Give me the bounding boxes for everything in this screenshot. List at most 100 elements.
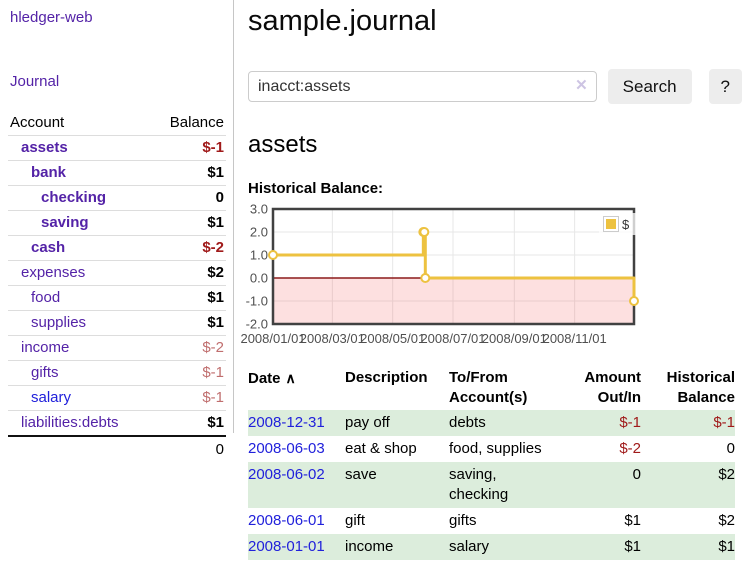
transaction-accounts: salary bbox=[449, 538, 490, 555]
balance-chart: 3.0 2.0 1.0 0.0 -1.0 -2.0 2008/01/01 2008/03/01… bbox=[240, 202, 644, 349]
transaction-balance: 0 bbox=[726, 440, 735, 457]
account-balance: $-2 bbox=[150, 235, 226, 261]
transaction-date-link[interactable]: 2008-06-03 bbox=[248, 440, 325, 457]
x-tick-label: 2008/07/01 bbox=[420, 331, 485, 346]
register-header-amount: Amount Out/In bbox=[584, 369, 641, 406]
accounts-total-value: 0 bbox=[150, 435, 226, 463]
clear-search-icon[interactable]: ✕ bbox=[575, 77, 588, 94]
sidebar-nav: Journal bbox=[10, 73, 233, 91]
account-balance: $2 bbox=[150, 260, 226, 286]
account-balance: $1 bbox=[150, 310, 226, 336]
register-header-date[interactable]: Date ∧ bbox=[248, 370, 296, 387]
register-row: 2008-06-02 save saving, checking 0 $2 bbox=[248, 462, 735, 508]
y-tick-label: 0.0 bbox=[250, 271, 268, 286]
transaction-accounts: debts bbox=[449, 414, 486, 431]
transaction-accounts: food, supplies bbox=[449, 440, 542, 457]
transaction-amount: $1 bbox=[624, 538, 641, 555]
transaction-accounts: saving, checking bbox=[449, 466, 509, 503]
transaction-date-link[interactable]: 2008-06-01 bbox=[248, 512, 325, 529]
account-row: income $-2 bbox=[8, 335, 226, 361]
account-balance: $-1 bbox=[150, 385, 226, 411]
account-link[interactable]: food bbox=[31, 289, 61, 306]
accounts-total-row: 0 bbox=[8, 435, 226, 463]
account-row: bank $1 bbox=[8, 160, 226, 186]
sort-asc-icon: ∧ bbox=[285, 370, 296, 386]
account-link[interactable]: bank bbox=[31, 164, 67, 181]
account-link[interactable]: liabilities:debts bbox=[21, 414, 119, 431]
transaction-amount: $1 bbox=[624, 512, 641, 529]
page-title: sample.journal bbox=[248, 5, 437, 37]
data-point-marker bbox=[420, 273, 431, 283]
accounts-table-header: Account Balance bbox=[8, 110, 226, 136]
account-link[interactable]: gifts bbox=[31, 364, 59, 381]
account-link[interactable]: assets bbox=[21, 139, 68, 156]
sidebar-divider bbox=[233, 0, 234, 433]
transaction-date-link[interactable]: 2008-12-31 bbox=[248, 414, 325, 431]
transaction-balance: $2 bbox=[718, 466, 735, 483]
y-tick-label: 3.0 bbox=[250, 202, 268, 217]
register-header-balance: Historical Balance bbox=[666, 369, 735, 406]
legend-swatch bbox=[606, 219, 616, 229]
legend-label: $ bbox=[622, 217, 630, 232]
transaction-balance: $1 bbox=[718, 538, 735, 555]
x-tick-label: 2008/09/01 bbox=[482, 331, 547, 346]
account-link[interactable]: checking bbox=[41, 189, 107, 206]
account-balance: $-1 bbox=[150, 135, 226, 161]
transaction-amount: $-1 bbox=[619, 414, 641, 431]
account-link[interactable]: saving bbox=[41, 214, 89, 231]
search-box: ✕ bbox=[248, 71, 597, 102]
x-tick-label: 2008/05/01 bbox=[360, 331, 425, 346]
account-link[interactable]: salary bbox=[31, 389, 72, 406]
y-tick-label: 1.0 bbox=[250, 248, 268, 263]
transaction-description: eat & shop bbox=[345, 440, 417, 457]
account-balance: 0 bbox=[150, 185, 226, 211]
transaction-date-link[interactable]: 2008-01-01 bbox=[248, 538, 325, 555]
transaction-amount: 0 bbox=[632, 466, 641, 483]
account-row: supplies $1 bbox=[8, 310, 226, 336]
accounts-header-account: Account bbox=[10, 114, 65, 131]
account-row: salary $-1 bbox=[8, 385, 226, 411]
x-tick-label: 2008/11/01 bbox=[543, 331, 607, 346]
y-tick-label: -2.0 bbox=[246, 317, 268, 332]
accounts-header-balance: Balance bbox=[169, 114, 224, 131]
transaction-date-link[interactable]: 2008-06-02 bbox=[248, 466, 325, 483]
account-row: assets $-1 bbox=[8, 135, 226, 161]
register-row: 2008-01-01 income salary $1 $1 bbox=[248, 534, 735, 560]
register-header-description: Description bbox=[345, 369, 428, 386]
register-row: 2008-06-01 gift gifts $1 $2 bbox=[248, 508, 735, 534]
account-balance: $1 bbox=[150, 285, 226, 311]
register-row: 2008-06-03 eat & shop food, supplies $-2 0 bbox=[248, 436, 735, 462]
transaction-description: income bbox=[345, 538, 394, 555]
sidebar-item-journal[interactable]: Journal bbox=[10, 73, 60, 90]
account-link[interactable]: income bbox=[21, 339, 70, 356]
data-point-marker bbox=[629, 296, 639, 306]
register-row: 2008-12-31 pay off debts $-1 $-1 bbox=[248, 410, 735, 436]
account-row: cash $-2 bbox=[8, 235, 226, 261]
register-header-row: Date ∧ Description To/From Account(s) Amou… bbox=[248, 366, 735, 410]
search-button[interactable]: Search bbox=[607, 69, 692, 104]
account-link[interactable]: supplies bbox=[31, 314, 87, 331]
transaction-balance: $2 bbox=[718, 512, 735, 529]
search-bar: ✕ Search ? bbox=[248, 69, 742, 104]
x-tick-label: 2008/03/01 bbox=[300, 331, 365, 346]
data-point-marker bbox=[268, 250, 278, 260]
account-link[interactable]: expenses bbox=[21, 264, 86, 281]
y-tick-label: 2.0 bbox=[250, 225, 268, 240]
account-row: gifts $-1 bbox=[8, 360, 226, 386]
account-link[interactable]: cash bbox=[31, 239, 66, 256]
account-balance: $-2 bbox=[150, 335, 226, 361]
plot-border bbox=[271, 207, 636, 326]
y-tick-label: -1.0 bbox=[246, 294, 268, 309]
transaction-accounts: gifts bbox=[449, 512, 477, 529]
app-brand: hledger-web bbox=[10, 9, 93, 26]
register-header-tofrom: To/From Account(s) bbox=[449, 369, 528, 406]
account-balance: $1 bbox=[150, 410, 226, 436]
main-content: sample.journal ✕ Search ? assets Histori… bbox=[240, 0, 742, 560]
account-row: checking 0 bbox=[8, 185, 226, 211]
transaction-description: pay off bbox=[345, 414, 390, 431]
historical-balance-label: Historical Balance: bbox=[248, 180, 384, 197]
help-button[interactable]: ? bbox=[708, 69, 742, 104]
transaction-balance: $-1 bbox=[713, 414, 735, 431]
search-input[interactable] bbox=[248, 71, 597, 102]
negative-region bbox=[273, 278, 634, 324]
